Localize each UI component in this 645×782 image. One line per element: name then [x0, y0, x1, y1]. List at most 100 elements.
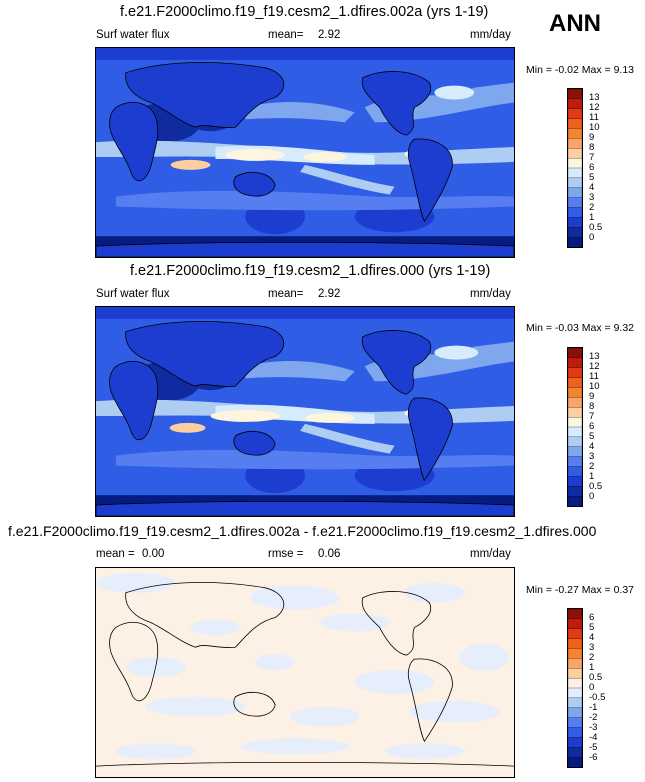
colorbar-bin — [568, 697, 582, 709]
colorbar-bin — [568, 397, 582, 408]
colorbar-bin — [568, 416, 582, 428]
colorbar-bin — [568, 648, 582, 659]
colorbar-tick-label: 12 — [589, 361, 600, 372]
colorbar-bin — [568, 707, 582, 719]
colorbar-bin — [568, 456, 582, 467]
colorbar-tick-label: -4 — [589, 732, 598, 743]
colorbar-bin — [568, 387, 582, 398]
colorbar-bin — [568, 495, 582, 506]
colorbar-bin — [568, 668, 582, 679]
colorbar-tick-label: 11 — [589, 112, 599, 123]
colorbar-bin — [568, 118, 582, 129]
panel-2-variable-label: Surf water flux — [96, 288, 170, 300]
colorbar-bin — [568, 717, 582, 728]
panel-1-mean-value: 2.92 — [318, 29, 341, 41]
colorbar-tick-label: 9 — [589, 132, 595, 143]
colorbar-bin — [568, 446, 582, 458]
colorbar-bin — [568, 407, 582, 418]
colorbar-tick-label: 4 — [589, 182, 595, 193]
panel-2-map — [95, 306, 515, 517]
colorbar-tick-label: 10 — [589, 381, 600, 392]
colorbar-tick-label: 2 — [589, 652, 595, 663]
colorbar-bin — [568, 687, 582, 699]
panel-2-title: f.e21.F2000climo.f19_f19.cesm2_1.dfires.… — [130, 263, 491, 279]
colorbar-bin — [568, 436, 582, 448]
panel-1-map — [95, 47, 515, 258]
colorbar-bin — [568, 367, 582, 379]
panel-1-colorbar — [567, 88, 583, 248]
colorbar-tick-label: 13 — [589, 92, 600, 103]
colorbar-tick-label: 3 — [589, 451, 595, 462]
colorbar-tick-label: -1 — [589, 702, 598, 713]
colorbar-tick-label: 1 — [589, 212, 595, 223]
colorbar-tick-label: 0.5 — [589, 222, 603, 233]
panel-3-units: mm/day — [470, 548, 511, 560]
panel-2-mean-value: 2.92 — [318, 288, 341, 300]
colorbar-bin — [568, 98, 582, 110]
colorbar-tick-label: 0.5 — [589, 672, 603, 683]
colorbar-tick-label: 4 — [589, 632, 595, 643]
colorbar-bin — [568, 348, 582, 359]
colorbar-bin — [568, 618, 582, 630]
colorbar-tick-label: 1 — [589, 471, 595, 482]
colorbar-bin — [568, 466, 582, 477]
panel-1-mean-label: mean= — [268, 29, 304, 41]
season-label: ANN — [549, 10, 601, 37]
colorbar-bin — [568, 217, 582, 228]
colorbar-tick-label: -2 — [589, 712, 598, 723]
colorbar-tick-label: 10 — [589, 122, 600, 133]
panel-3-mean-value: 0.00 — [142, 548, 165, 560]
panel-3-rmse-value: 0.06 — [318, 548, 341, 560]
colorbar-tick-label: 11 — [589, 371, 599, 382]
colorbar-bin — [568, 486, 582, 497]
colorbar-tick-label: -3 — [589, 722, 598, 733]
panel-1-minmax: Min = -0.02 Max = 9.13 — [526, 64, 634, 76]
colorbar-tick-label: 0 — [589, 682, 595, 693]
panel-3-minmax: Min = -0.27 Max = 0.37 — [526, 584, 634, 596]
panel-3-colorbar — [567, 608, 583, 768]
colorbar-tick-label: 8 — [589, 142, 595, 153]
panel-1-title: f.e21.F2000climo.f19_f19.cesm2_1.dfires.… — [120, 4, 489, 20]
colorbar-bin — [568, 609, 582, 620]
colorbar-tick-label: 1 — [589, 662, 595, 673]
colorbar-bin — [568, 677, 582, 689]
panel-2-minmax: Min = -0.03 Max = 9.32 — [526, 322, 634, 334]
colorbar-bin — [568, 128, 582, 139]
colorbar-tick-label: -0.5 — [589, 692, 606, 703]
colorbar-bin — [568, 177, 582, 189]
colorbar-bin — [568, 638, 582, 649]
colorbar-tick-label: 9 — [589, 391, 595, 402]
colorbar-bin — [568, 747, 582, 758]
colorbar-bin — [568, 727, 582, 738]
colorbar-tick-label: 6 — [589, 162, 595, 173]
colorbar-bin — [568, 236, 582, 247]
colorbar-tick-label: -6 — [589, 752, 598, 763]
colorbar-tick-label: -5 — [589, 742, 598, 753]
colorbar-bin — [568, 108, 582, 120]
colorbar-tick-label: 3 — [589, 192, 595, 203]
colorbar-tick-label: 6 — [589, 421, 595, 432]
panel-3-map — [95, 567, 515, 778]
panel-2-mean-label: mean= — [268, 288, 304, 300]
panel-3-rmse-label: rmse = — [268, 548, 304, 560]
colorbar-bin — [568, 138, 582, 149]
colorbar-tick-label: 6 — [589, 612, 595, 623]
colorbar-bin — [568, 737, 582, 748]
colorbar-tick-label: 5 — [589, 622, 595, 633]
colorbar-bin — [568, 227, 582, 238]
colorbar-bin — [568, 89, 582, 100]
panel-2-units: mm/day — [470, 288, 511, 300]
colorbar-bin — [568, 197, 582, 208]
colorbar-tick-label: 0.5 — [589, 481, 603, 492]
panel-2-colorbar — [567, 347, 583, 507]
panel-3-title: f.e21.F2000climo.f19_f19.cesm2_1.dfires.… — [8, 523, 597, 539]
panel-3-mean-label: mean = — [96, 548, 135, 560]
colorbar-bin — [568, 207, 582, 218]
colorbar-tick-label: 2 — [589, 461, 595, 472]
colorbar-tick-label: 13 — [589, 351, 600, 362]
colorbar-bin — [568, 426, 582, 438]
panel-1-units: mm/day — [470, 29, 511, 41]
colorbar-tick-label: 5 — [589, 172, 595, 183]
colorbar-bin — [568, 187, 582, 199]
colorbar-bin — [568, 377, 582, 388]
